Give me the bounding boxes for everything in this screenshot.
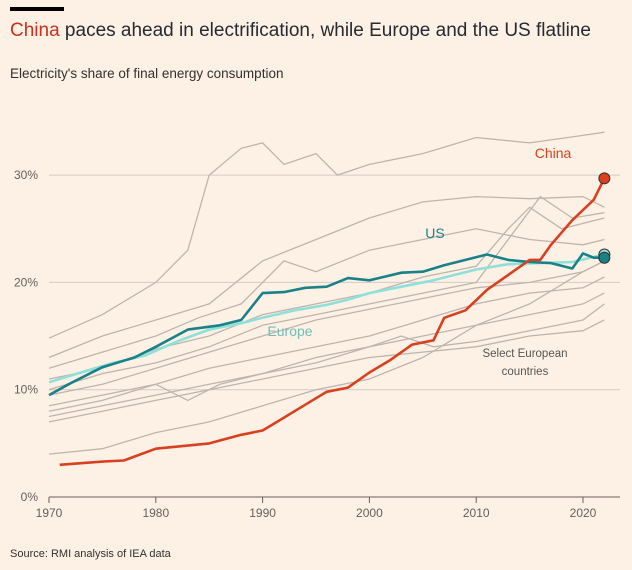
x-tick-label: 1990 <box>249 506 276 520</box>
country-line <box>48 292 605 412</box>
country-line <box>48 260 605 396</box>
country-line <box>48 319 605 423</box>
y-tick-label: 20% <box>14 275 38 289</box>
source-note: Source: RMI analysis of IEA data <box>10 548 171 560</box>
country-line <box>48 195 605 359</box>
country-line <box>48 131 605 339</box>
brand-bar <box>10 7 64 11</box>
country-line <box>48 260 605 455</box>
y-tick-label: 10% <box>14 383 38 397</box>
chart-title: China paces ahead in electrification, wh… <box>10 20 591 42</box>
series-line-china <box>59 177 606 467</box>
series-line-us <box>48 252 605 397</box>
country-line <box>48 195 605 391</box>
country-line <box>48 276 605 407</box>
x-tick-label: 1970 <box>36 506 63 520</box>
x-tick-label: 2010 <box>463 506 490 520</box>
x-tick-label: 2020 <box>570 506 597 520</box>
title-highlight: China <box>10 20 60 41</box>
chart-subtitle: Electricity's share of final energy cons… <box>10 66 284 81</box>
label-countries-1: Select European <box>482 348 567 360</box>
y-tick-label: 0% <box>21 490 39 504</box>
y-tick-label: 30% <box>14 168 38 182</box>
country-line <box>48 303 605 418</box>
label-us: US <box>425 225 444 241</box>
endpoint-us <box>598 251 611 264</box>
label-countries-2: countries <box>502 366 549 378</box>
country-line <box>48 228 605 369</box>
x-tick-label: 1980 <box>142 506 169 520</box>
endpoint-china <box>598 172 611 185</box>
series-line-europe <box>48 253 605 384</box>
label-china: China <box>535 145 572 161</box>
label-europe: Europe <box>267 323 312 339</box>
x-tick-label: 2000 <box>356 506 383 520</box>
title-rest: paces ahead in electrification, while Eu… <box>59 20 591 41</box>
